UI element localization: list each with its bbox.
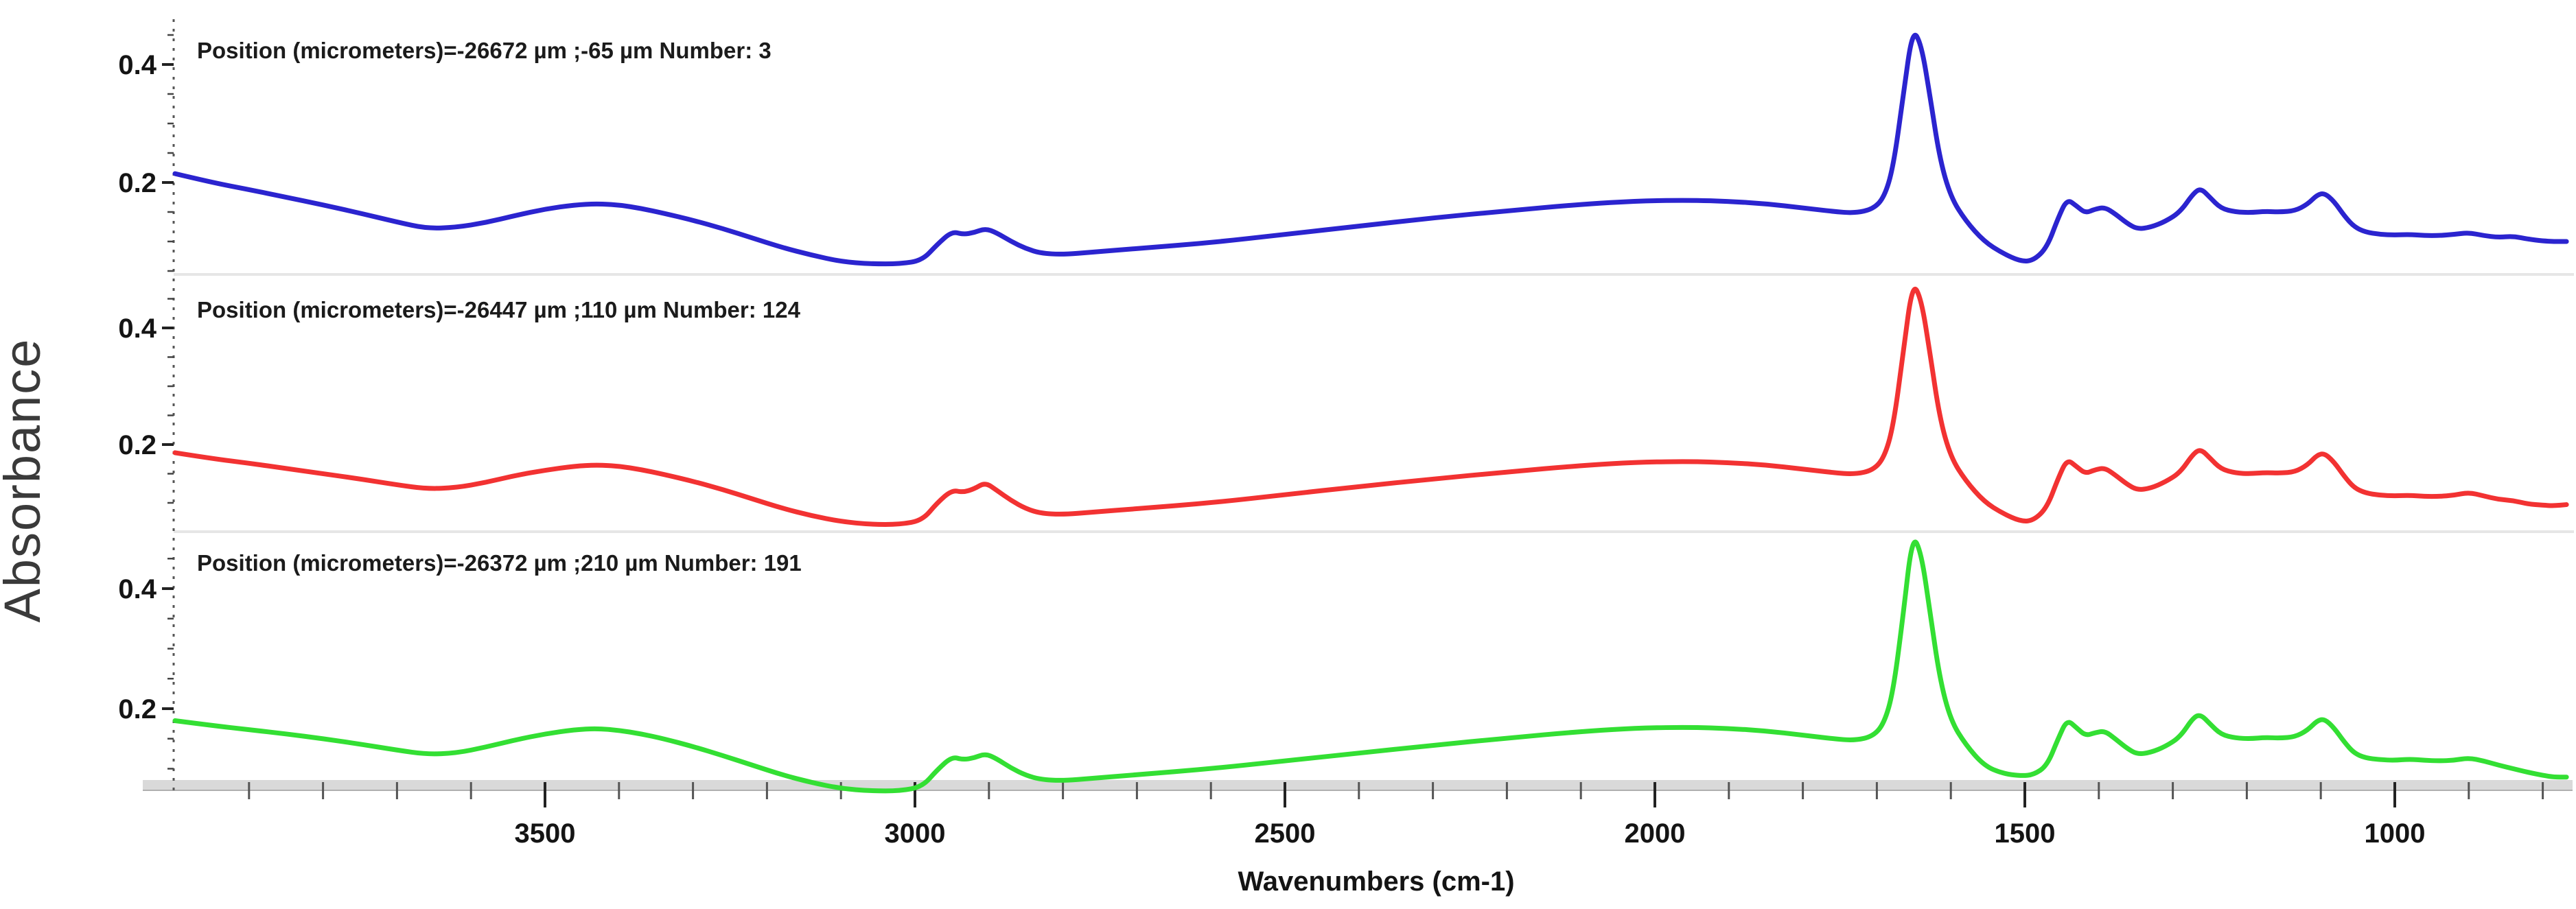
x-tick-label: 3000 <box>885 818 946 849</box>
spectrum-line-1 <box>172 32 2569 267</box>
x-tick-label: 2000 <box>1625 818 1686 849</box>
annotation-3: Position (micrometers)=-26372 µm ;210 µm… <box>197 550 802 576</box>
x-axis-title: Wavenumbers (cm-1) <box>1238 866 1514 897</box>
y-tick-label: 0.2 <box>118 430 156 460</box>
y-tick-label: 0.2 <box>118 694 156 724</box>
x-axis-bar <box>143 780 2573 790</box>
x-tick-label: 1000 <box>2365 818 2426 849</box>
x-tick-label: 1500 <box>1995 818 2056 849</box>
annotation-1: Position (micrometers)=-26672 µm ;-65 µm… <box>197 38 771 63</box>
y-tick-label: 0.2 <box>118 168 156 198</box>
y-axis-title: Absorbance <box>0 338 51 623</box>
spectrum-line-2 <box>172 287 2569 527</box>
y-tick-label: 0.4 <box>118 574 156 604</box>
generated-chart-content: 3500 3000 2500 2000 1500 1000 0.4 0.2 Position (… <box>118 19 2574 849</box>
x-tick-label: 2500 <box>1255 818 1316 849</box>
annotation-2: Position (micrometers)=-26447 µm ;110 µm… <box>197 297 801 322</box>
y-tick-label: 0.4 <box>118 314 156 344</box>
y-tick-label: 0.4 <box>118 50 156 80</box>
spectrum-line-3 <box>172 539 2569 794</box>
x-tick-label: 3500 <box>515 818 576 849</box>
